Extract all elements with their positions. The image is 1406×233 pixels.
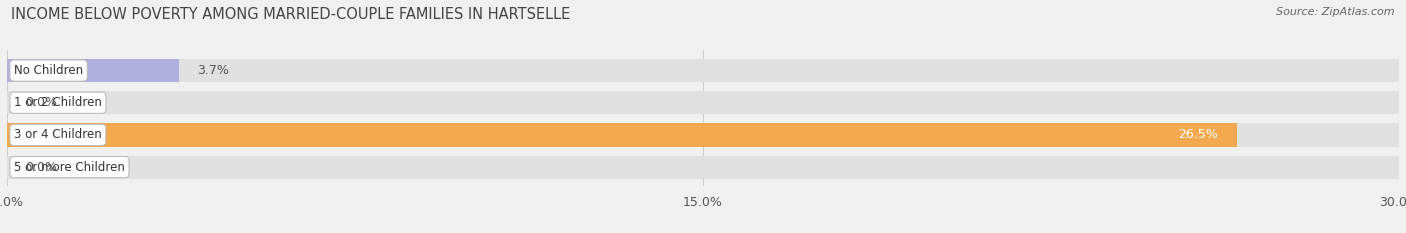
Bar [7,155,1399,179]
Text: No Children: No Children [14,64,83,77]
Text: 0.0%: 0.0% [25,96,58,109]
Bar [7,123,1237,147]
Text: 5 or more Children: 5 or more Children [14,161,125,174]
Text: 3.7%: 3.7% [197,64,229,77]
Text: 26.5%: 26.5% [1178,128,1218,141]
Bar [7,123,1399,147]
Text: INCOME BELOW POVERTY AMONG MARRIED-COUPLE FAMILIES IN HARTSELLE: INCOME BELOW POVERTY AMONG MARRIED-COUPL… [11,7,571,22]
Text: 1 or 2 Children: 1 or 2 Children [14,96,101,109]
Bar [7,91,1399,114]
Text: 3 or 4 Children: 3 or 4 Children [14,128,101,141]
Bar [7,59,179,82]
Text: 0.0%: 0.0% [25,161,58,174]
Text: Source: ZipAtlas.com: Source: ZipAtlas.com [1277,7,1395,17]
Bar [7,59,1399,82]
